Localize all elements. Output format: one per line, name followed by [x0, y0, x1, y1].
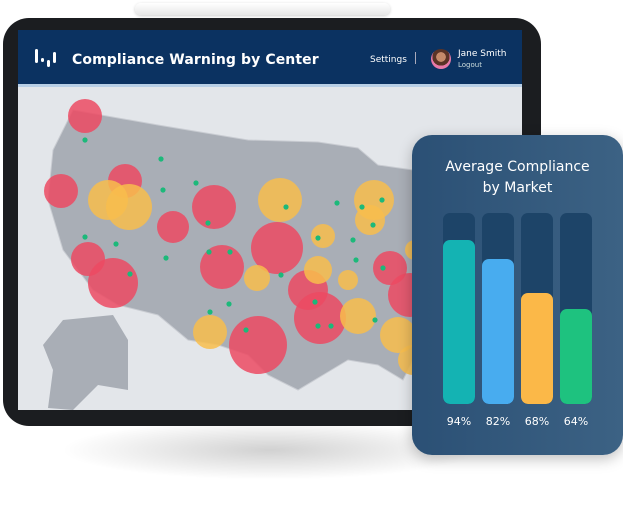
center-marker[interactable] — [226, 301, 232, 307]
center-marker[interactable] — [160, 187, 166, 193]
bar[interactable] — [443, 239, 475, 404]
center-marker[interactable] — [113, 241, 119, 247]
divider — [415, 52, 416, 64]
center-marker[interactable] — [207, 309, 213, 315]
center-marker[interactable] — [158, 156, 164, 162]
bar-value-label: 68% — [524, 415, 550, 428]
center-marker[interactable] — [82, 234, 88, 240]
center-marker[interactable] — [193, 180, 199, 186]
medium-warning-bubble[interactable] — [244, 265, 270, 291]
center-marker[interactable] — [278, 272, 284, 278]
bar-value-label: 64% — [563, 415, 589, 428]
stylus — [135, 3, 390, 15]
center-marker[interactable] — [328, 323, 334, 329]
logout-link[interactable]: Logout — [458, 61, 482, 69]
medium-warning-bubble[interactable] — [193, 315, 227, 349]
center-marker[interactable] — [82, 137, 88, 143]
compliance-chart-panel: Average Compliance by Market 94% 82% 68% 64… — [412, 135, 623, 455]
center-marker[interactable] — [163, 255, 169, 261]
bar-track — [443, 213, 475, 404]
center-marker[interactable] — [379, 197, 385, 203]
medium-warning-bubble[interactable] — [311, 224, 335, 248]
high-warning-bubble[interactable] — [229, 316, 287, 374]
high-warning-bubble[interactable] — [192, 185, 236, 229]
alaska-shape — [43, 315, 128, 410]
bar-value-label: 94% — [446, 415, 472, 428]
center-marker[interactable] — [370, 222, 376, 228]
high-warning-bubble[interactable] — [200, 245, 244, 289]
center-marker[interactable] — [353, 257, 359, 263]
medium-warning-bubble[interactable] — [338, 270, 358, 290]
medium-warning-bubble[interactable] — [304, 256, 332, 284]
center-marker[interactable] — [315, 235, 321, 241]
page-title: Compliance Warning by Center — [72, 52, 319, 68]
center-marker[interactable] — [380, 265, 386, 271]
medium-warning-bubble[interactable] — [355, 205, 385, 235]
center-marker[interactable] — [127, 271, 133, 277]
center-marker[interactable] — [372, 317, 378, 323]
center-marker[interactable] — [334, 200, 340, 206]
high-warning-bubble[interactable] — [157, 211, 189, 243]
center-marker[interactable] — [315, 323, 321, 329]
medium-warning-bubble[interactable] — [106, 184, 152, 230]
high-warning-bubble[interactable] — [88, 258, 138, 308]
medium-warning-bubble[interactable] — [340, 298, 376, 334]
us-map[interactable] — [18, 90, 522, 410]
medium-warning-bubble[interactable] — [380, 317, 416, 353]
user-name: Jane Smith — [458, 49, 507, 59]
bar[interactable] — [560, 308, 592, 404]
center-marker[interactable] — [205, 220, 211, 226]
app-header: Compliance Warning by Center Settings Ja… — [18, 30, 522, 87]
high-warning-bubble[interactable] — [68, 99, 102, 133]
tablet-shadow — [60, 420, 480, 480]
center-marker[interactable] — [283, 204, 289, 210]
center-marker[interactable] — [359, 204, 365, 210]
bar[interactable] — [521, 293, 553, 404]
center-marker[interactable] — [206, 249, 212, 255]
high-warning-bubble[interactable] — [294, 292, 346, 344]
bar-track — [521, 213, 553, 404]
center-marker[interactable] — [350, 237, 356, 243]
bar[interactable] — [482, 258, 514, 404]
center-marker[interactable] — [243, 327, 249, 333]
medium-warning-bubble[interactable] — [258, 178, 302, 222]
chart-title: Average Compliance by Market — [445, 159, 590, 196]
bar-track — [482, 213, 514, 404]
bar-logo-icon — [35, 49, 56, 67]
bar-track — [560, 213, 592, 404]
high-warning-bubble[interactable] — [251, 222, 303, 274]
avatar[interactable] — [431, 49, 451, 69]
settings-link[interactable]: Settings — [370, 55, 407, 65]
center-marker[interactable] — [227, 249, 233, 255]
center-marker[interactable] — [312, 299, 318, 305]
bar-value-label: 82% — [485, 415, 511, 428]
high-warning-bubble[interactable] — [44, 174, 78, 208]
